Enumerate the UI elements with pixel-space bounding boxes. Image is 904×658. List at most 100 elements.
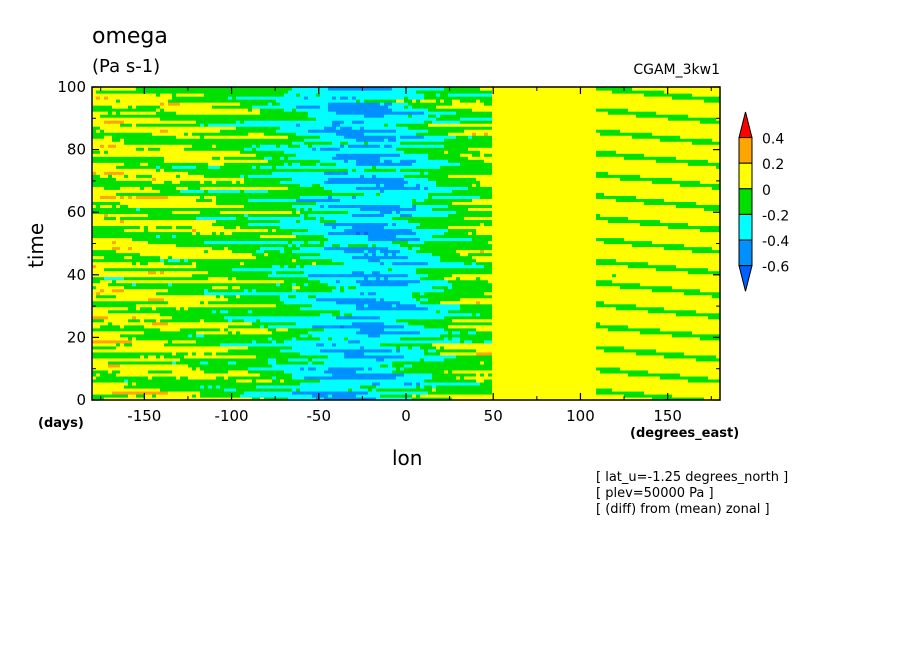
heatmap-cell	[320, 348, 393, 353]
heatmap-cell	[596, 171, 609, 175]
heatmap-cell	[412, 201, 453, 205]
heatmap-cell	[248, 174, 361, 178]
heatmap-cell	[448, 213, 493, 218]
colorbar-label: -0.4	[762, 234, 789, 250]
heatmap-cell	[328, 204, 401, 208]
heatmap-cell	[652, 180, 701, 184]
y-tick-label: 100	[57, 78, 86, 96]
heatmap-cell	[196, 393, 201, 398]
heatmap-cell	[400, 204, 413, 208]
heatmap-cell	[424, 357, 445, 362]
heatmap-cell	[320, 105, 329, 109]
heatmap-cell	[364, 168, 397, 172]
heatmap-cell	[488, 372, 493, 377]
heatmap-cell	[160, 129, 169, 133]
heatmap-cell	[476, 300, 481, 305]
heatmap-cell	[276, 99, 357, 103]
heatmap-cell	[596, 216, 629, 221]
heatmap-cell	[248, 132, 265, 136]
heatmap-cell	[436, 180, 481, 184]
heatmap-cell	[216, 294, 221, 299]
heatmap-cell	[404, 96, 409, 100]
heatmap-cell	[236, 360, 269, 365]
heatmap-cell	[328, 177, 405, 181]
heatmap-cell	[160, 234, 173, 239]
heatmap-cell	[436, 105, 720, 109]
heatmap-cell	[180, 189, 205, 193]
heatmap-cell	[428, 156, 469, 160]
heatmap-cell	[92, 246, 113, 251]
heatmap-cell	[380, 192, 429, 196]
heatmap-cell	[424, 186, 429, 190]
heatmap-cell	[336, 315, 381, 320]
heatmap-cell	[92, 315, 109, 320]
heatmap-cell	[480, 180, 653, 184]
heatmap-cell	[372, 387, 377, 392]
heatmap-cell	[292, 282, 297, 287]
heatmap-cell	[248, 213, 301, 218]
heatmap-cell	[260, 165, 273, 169]
heatmap-cell	[356, 186, 421, 190]
heatmap-cell	[408, 180, 437, 184]
heatmap-cell	[268, 324, 313, 329]
heatmap-cell	[400, 159, 417, 163]
heatmap-cell	[412, 114, 429, 118]
heatmap-cell	[156, 306, 177, 311]
heatmap-cell	[380, 363, 389, 368]
heatmap-cell	[132, 105, 137, 109]
heatmap-cell	[260, 144, 277, 148]
heatmap-cell	[100, 126, 237, 130]
heatmap-cell	[620, 177, 673, 181]
heatmap-cell	[432, 375, 457, 380]
heatmap-cell	[608, 111, 657, 115]
heatmap-cell	[460, 330, 469, 335]
heatmap-cell	[136, 87, 293, 91]
heatmap-cell	[480, 276, 720, 281]
heatmap-cell	[492, 162, 689, 166]
heatmap-cell	[616, 306, 665, 311]
heatmap-cell	[380, 333, 441, 338]
heatmap-cell	[320, 336, 329, 341]
heatmap-cell	[92, 135, 105, 139]
heatmap-cell	[212, 231, 217, 236]
heatmap-cell	[300, 255, 353, 260]
heatmap-cell	[380, 270, 417, 275]
heatmap-cell	[596, 195, 637, 199]
heatmap-cell	[92, 342, 117, 347]
heatmap-cell	[180, 306, 185, 311]
heatmap-cell	[100, 279, 113, 284]
heatmap-cell	[340, 279, 357, 284]
heatmap-cell	[252, 147, 257, 151]
heatmap-cell	[348, 339, 361, 344]
heatmap-cell	[92, 306, 129, 311]
heatmap-cell	[312, 207, 361, 211]
heatmap-cell	[256, 288, 293, 293]
heatmap-cell	[476, 348, 605, 353]
heatmap-cell	[296, 294, 309, 299]
heatmap-cell	[188, 258, 293, 263]
heatmap-cell	[276, 357, 289, 362]
heatmap-cell	[384, 213, 401, 218]
heatmap-cell	[236, 216, 249, 221]
heatmap-cell	[300, 144, 309, 148]
heatmap-cell	[252, 105, 297, 109]
heatmap-cell	[112, 105, 129, 109]
heatmap-cell	[596, 324, 629, 329]
heatmap-cell	[688, 162, 720, 166]
heatmap-cell	[492, 120, 701, 124]
heatmap-cell	[428, 273, 453, 278]
heatmap-cell	[156, 177, 245, 181]
heatmap-cell	[376, 384, 417, 389]
heatmap-cell	[108, 213, 149, 218]
heatmap-cell	[216, 231, 221, 236]
heatmap-cell	[316, 93, 321, 97]
heatmap-cell	[132, 315, 137, 320]
heatmap-cell	[420, 345, 437, 350]
heatmap-cell	[272, 375, 277, 380]
heatmap-cell	[168, 255, 173, 260]
heatmap-cell	[288, 156, 333, 160]
heatmap-cell	[300, 246, 325, 251]
heatmap-cell	[392, 108, 429, 112]
heatmap-cell	[492, 219, 609, 224]
heatmap-cell	[172, 93, 177, 97]
